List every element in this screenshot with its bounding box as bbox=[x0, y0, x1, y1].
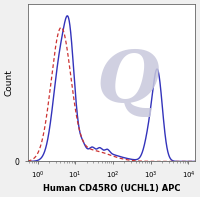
Y-axis label: Count: Count bbox=[4, 69, 13, 96]
Text: Q: Q bbox=[97, 47, 160, 118]
X-axis label: Human CD45RO (UCHL1) APC: Human CD45RO (UCHL1) APC bbox=[43, 184, 180, 193]
